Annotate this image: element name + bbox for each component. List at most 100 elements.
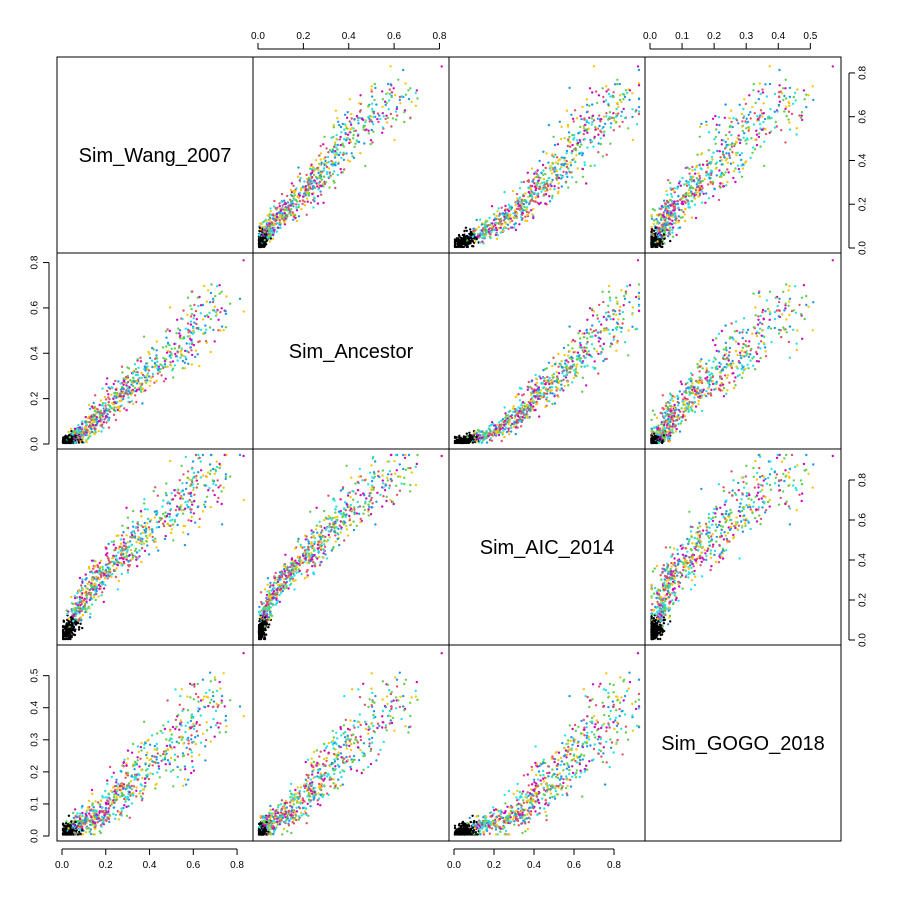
point xyxy=(131,384,135,388)
point xyxy=(700,190,704,193)
point xyxy=(637,295,641,298)
point xyxy=(201,318,205,321)
point xyxy=(616,302,619,305)
point xyxy=(325,172,329,176)
point xyxy=(607,315,610,318)
point xyxy=(623,341,627,344)
point xyxy=(691,169,694,172)
point xyxy=(106,412,109,416)
point xyxy=(705,120,708,124)
point xyxy=(723,156,726,159)
point xyxy=(609,299,612,302)
point xyxy=(741,120,744,123)
point xyxy=(503,406,506,409)
point xyxy=(752,292,755,295)
point xyxy=(670,200,674,204)
point xyxy=(181,367,184,370)
point xyxy=(261,245,264,248)
point xyxy=(307,183,310,186)
point xyxy=(485,436,488,439)
point xyxy=(319,144,322,148)
point xyxy=(96,408,99,411)
point xyxy=(511,189,515,193)
point xyxy=(290,208,293,211)
point xyxy=(751,332,754,335)
point xyxy=(73,430,77,433)
point xyxy=(453,240,457,243)
point xyxy=(784,87,787,90)
point xyxy=(462,435,466,438)
point xyxy=(612,338,615,341)
point xyxy=(345,125,348,128)
point xyxy=(153,381,156,384)
point xyxy=(520,203,524,206)
point xyxy=(553,185,556,188)
point xyxy=(618,312,621,316)
point xyxy=(598,303,601,307)
point xyxy=(596,314,599,317)
point xyxy=(327,175,330,179)
point xyxy=(672,222,675,225)
point xyxy=(592,310,596,313)
point xyxy=(778,100,782,103)
point xyxy=(212,328,215,332)
point xyxy=(297,166,300,169)
point xyxy=(674,203,677,206)
point xyxy=(407,97,411,101)
point xyxy=(141,402,144,405)
point xyxy=(533,172,536,175)
point xyxy=(637,297,641,300)
point xyxy=(635,123,639,126)
point xyxy=(752,326,755,329)
point xyxy=(479,218,482,221)
point xyxy=(525,412,528,416)
point xyxy=(671,215,674,218)
point xyxy=(755,334,759,338)
point xyxy=(677,215,680,218)
point xyxy=(209,291,213,295)
point xyxy=(121,371,124,374)
point xyxy=(538,415,541,418)
point xyxy=(563,353,566,357)
point xyxy=(117,407,121,410)
point xyxy=(724,140,727,144)
point xyxy=(699,125,702,128)
point xyxy=(706,163,709,167)
point xyxy=(602,300,605,304)
point xyxy=(375,103,378,106)
point xyxy=(592,65,596,68)
point xyxy=(334,150,337,153)
point xyxy=(620,100,623,104)
point xyxy=(281,212,284,215)
point xyxy=(568,349,571,353)
point xyxy=(573,160,577,164)
point xyxy=(529,408,532,411)
point xyxy=(320,184,323,188)
point xyxy=(671,231,674,234)
point xyxy=(123,407,126,410)
point xyxy=(295,219,299,223)
point xyxy=(714,114,717,118)
point xyxy=(208,301,212,304)
point xyxy=(590,117,594,120)
point xyxy=(800,114,803,117)
point xyxy=(171,367,175,370)
point xyxy=(741,125,744,128)
point xyxy=(503,190,506,194)
point xyxy=(192,326,195,330)
point xyxy=(301,185,305,188)
point xyxy=(342,158,346,162)
point xyxy=(390,95,393,99)
point xyxy=(547,161,550,164)
point xyxy=(591,314,595,317)
point xyxy=(199,312,202,315)
point xyxy=(514,414,517,418)
point xyxy=(544,172,547,176)
point xyxy=(475,237,478,241)
point xyxy=(767,115,770,119)
point xyxy=(681,176,684,180)
point xyxy=(654,226,657,229)
point xyxy=(579,341,582,345)
point xyxy=(348,160,352,163)
point xyxy=(738,141,742,145)
